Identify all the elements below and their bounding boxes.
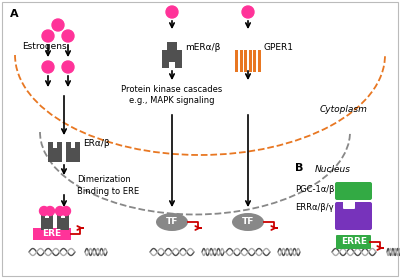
FancyBboxPatch shape bbox=[343, 200, 355, 209]
Text: Dimerization
Binding to ERE: Dimerization Binding to ERE bbox=[77, 175, 139, 196]
Circle shape bbox=[40, 207, 48, 215]
Circle shape bbox=[166, 6, 178, 18]
Bar bbox=[344, 201, 354, 208]
Bar bbox=[258, 50, 261, 72]
Text: Estrogens: Estrogens bbox=[22, 42, 67, 51]
Bar bbox=[41, 218, 53, 230]
Bar bbox=[244, 50, 247, 72]
Bar bbox=[66, 142, 71, 148]
Circle shape bbox=[52, 19, 64, 31]
Circle shape bbox=[62, 30, 74, 42]
Bar bbox=[57, 142, 62, 148]
Text: TF: TF bbox=[242, 217, 254, 227]
Text: ERRα/β/γ: ERRα/β/γ bbox=[295, 203, 334, 212]
Bar bbox=[41, 213, 45, 218]
Text: PGC-1α/β: PGC-1α/β bbox=[295, 185, 334, 195]
Bar bbox=[66, 148, 80, 162]
Circle shape bbox=[242, 6, 254, 18]
Ellipse shape bbox=[156, 213, 188, 231]
Bar bbox=[48, 148, 62, 162]
Bar bbox=[48, 142, 53, 148]
Text: A: A bbox=[10, 9, 19, 19]
Circle shape bbox=[56, 207, 64, 215]
Bar bbox=[57, 213, 61, 218]
Bar bbox=[75, 142, 80, 148]
Bar bbox=[253, 50, 256, 72]
Text: Nucleus: Nucleus bbox=[315, 165, 351, 175]
Bar bbox=[65, 213, 69, 218]
FancyBboxPatch shape bbox=[335, 202, 372, 230]
Circle shape bbox=[46, 207, 54, 215]
Bar bbox=[240, 50, 243, 72]
Bar bbox=[33, 228, 71, 240]
Text: ERRE: ERRE bbox=[341, 237, 367, 247]
Text: GPER1: GPER1 bbox=[263, 43, 293, 53]
Text: mERα/β: mERα/β bbox=[185, 43, 220, 53]
Text: Protein kinase cascades
e.g., MAPK signaling: Protein kinase cascades e.g., MAPK signa… bbox=[121, 85, 223, 105]
Circle shape bbox=[42, 61, 54, 73]
Bar bbox=[169, 62, 175, 68]
Bar bbox=[167, 42, 177, 50]
Text: Cytoplasm: Cytoplasm bbox=[320, 105, 368, 115]
Circle shape bbox=[62, 61, 74, 73]
FancyBboxPatch shape bbox=[2, 2, 398, 276]
Bar bbox=[49, 213, 53, 218]
Text: ERE: ERE bbox=[42, 230, 62, 239]
Bar bbox=[249, 50, 252, 72]
FancyBboxPatch shape bbox=[335, 182, 372, 200]
Circle shape bbox=[62, 207, 70, 215]
Text: B: B bbox=[295, 163, 303, 173]
Text: ERα/β: ERα/β bbox=[83, 138, 110, 148]
Bar bbox=[162, 50, 182, 68]
Bar bbox=[235, 50, 238, 72]
Bar bbox=[57, 218, 69, 230]
Text: TF: TF bbox=[166, 217, 178, 227]
FancyBboxPatch shape bbox=[336, 235, 371, 249]
Circle shape bbox=[42, 30, 54, 42]
Ellipse shape bbox=[232, 213, 264, 231]
